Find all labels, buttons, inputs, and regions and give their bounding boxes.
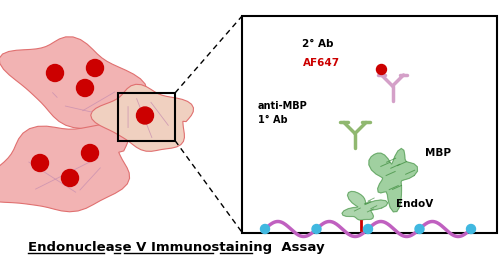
Polygon shape [0,124,130,212]
Circle shape [136,107,154,124]
Polygon shape [90,84,194,151]
Text: anti-MBP
1° Ab: anti-MBP 1° Ab [258,101,307,125]
Circle shape [260,224,270,233]
Bar [242,15,498,233]
Circle shape [86,60,104,77]
Circle shape [312,224,321,233]
Circle shape [376,64,386,75]
Circle shape [466,224,475,233]
Polygon shape [342,191,388,220]
Circle shape [76,79,94,96]
Text: AF647: AF647 [302,58,340,68]
Circle shape [62,170,78,187]
Bar [118,93,175,141]
Polygon shape [0,37,146,132]
Polygon shape [369,149,418,212]
Circle shape [82,144,98,162]
Circle shape [32,155,48,172]
Circle shape [364,224,372,233]
Circle shape [46,64,64,82]
Text: 2° Ab: 2° Ab [302,39,334,49]
Text: MBP: MBP [425,148,451,158]
Text: Endonuclease V Immunostaining  Assay: Endonuclease V Immunostaining Assay [28,240,324,254]
Circle shape [415,224,424,233]
Text: EndoV: EndoV [396,199,433,209]
